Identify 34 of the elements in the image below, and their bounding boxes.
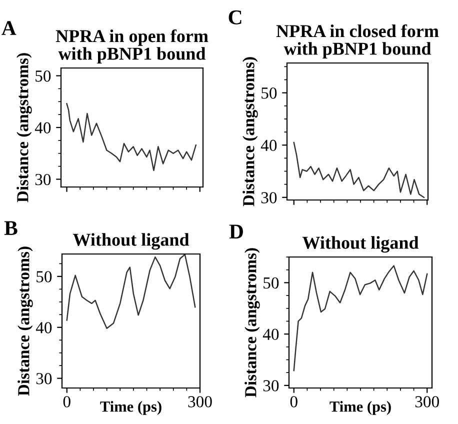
chart-title: Without ligand — [72, 233, 190, 250]
chart-title: Without ligand — [302, 236, 419, 253]
text: B — [4, 221, 18, 235]
x-tick-label: 0 — [63, 396, 70, 408]
y-tick-label: 40 — [34, 122, 51, 134]
text: A — [2, 21, 16, 35]
y-tick-label: 50 — [36, 271, 52, 282]
x-axis-title: Time (ps) — [330, 401, 391, 415]
y-tick-label: 30 — [36, 373, 52, 384]
x-tick-label: 300 — [415, 396, 439, 408]
x-tick-label: 300 — [188, 396, 212, 408]
y-tick-label: 50 — [264, 277, 279, 289]
y-tick-label: 50 — [36, 70, 51, 82]
y-axis-title: Distance (angstroms) — [18, 246, 33, 396]
line-series — [293, 265, 428, 372]
y-tick-label: 40 — [262, 328, 279, 340]
y-tick-label: 50 — [262, 88, 277, 99]
y-axis-title: Distance (angstroms) — [16, 53, 32, 202]
y-tick-label: 30 — [261, 192, 277, 204]
y-tick-label: 40 — [36, 322, 52, 334]
y-tick-label: 40 — [260, 140, 277, 152]
x-axis-title: Time (ps) — [100, 401, 162, 415]
line-series — [66, 103, 197, 172]
text: C — [228, 10, 242, 24]
chart-title: NPRA in open form with pBNP1 bound — [56, 29, 208, 64]
chart-title: NPRA in closed form with pBNP1 bound — [276, 24, 439, 59]
y-axis-title: Distance (angstroms) — [244, 248, 260, 398]
y-tick-label: 30 — [263, 380, 279, 392]
x-tick-label: 0 — [290, 396, 298, 408]
line-series — [66, 254, 196, 330]
text: D — [229, 224, 243, 238]
line-series — [293, 142, 425, 198]
y-axis-title: Distance (angstroms) — [242, 57, 258, 206]
y-tick-label: 30 — [35, 174, 51, 186]
